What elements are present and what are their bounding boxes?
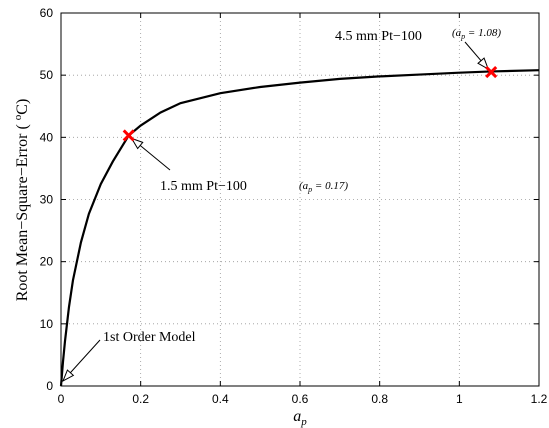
- rmse-curve: [59, 69, 540, 387]
- y-tick-label: 40: [40, 130, 54, 144]
- y-tick-label: 10: [40, 317, 54, 331]
- x-tick-label: 1: [456, 392, 463, 406]
- y-tick-label: 60: [40, 6, 54, 20]
- x-tick-label: 0: [58, 392, 65, 406]
- annotations: 4.5 mm Pt−100 (ap = 1.08) 1.5 mm Pt−100 (ap…: [62, 27, 501, 382]
- x-tick-label: 0.2: [132, 392, 149, 406]
- y-tick-label: 20: [40, 255, 54, 269]
- x-tick-label: 0.4: [212, 392, 229, 406]
- arrow-head: [62, 369, 75, 382]
- annotation-param: (ap = 1.08): [452, 27, 501, 41]
- marker-x: [485, 65, 498, 79]
- y-tick-label: 50: [40, 68, 54, 82]
- x-tick-label: 1.2: [531, 392, 548, 406]
- y-axis-ticks: 0 10 20 30 40 50 60: [40, 6, 539, 393]
- marker-x: [122, 129, 135, 142]
- arrow-head: [477, 57, 490, 71]
- annotation-label: 4.5 mm Pt−100: [335, 29, 422, 44]
- annotation-label: 1.5 mm Pt−100: [160, 179, 247, 194]
- annotation-label: 1st Order Model: [103, 330, 196, 345]
- x-tick-label: 0.6: [292, 392, 309, 406]
- x-axis-label: ap: [293, 408, 307, 428]
- arrow-head: [130, 137, 144, 150]
- y-tick-label: 0: [46, 379, 53, 393]
- x-tick-label: 0.8: [371, 392, 388, 406]
- x-axis-ticks: 0 0.2 0.4 0.6 0.8 1 1.2: [58, 13, 548, 406]
- markers: [122, 65, 498, 142]
- annotation-param: (ap = 0.17): [299, 180, 348, 194]
- y-tick-label: 30: [40, 193, 54, 207]
- y-axis-label: Root Mean−Square−Error ( oC): [12, 99, 31, 302]
